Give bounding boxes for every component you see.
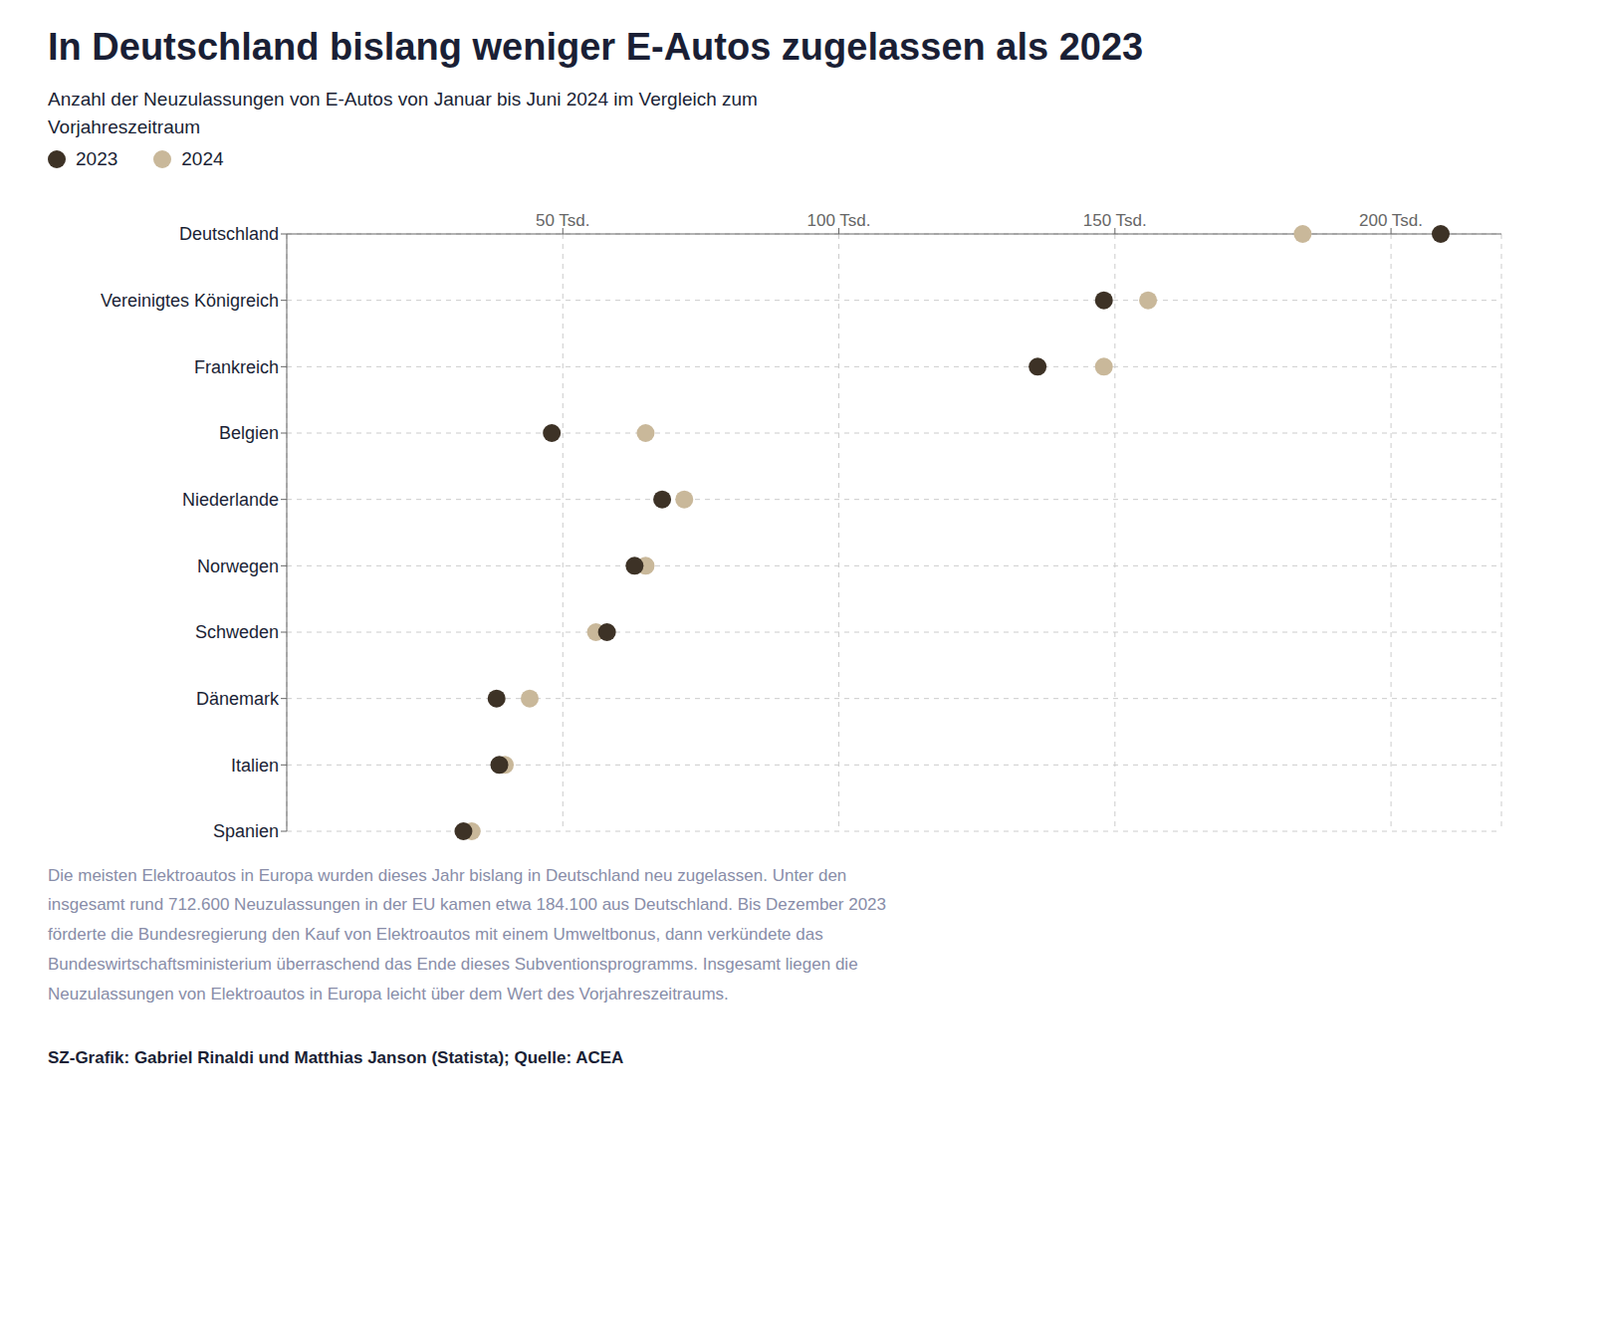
html-text:Die meisten Elektroautos in Eu: Die meisten Elektroautos in Europa wurde… — [47, 865, 887, 1004]
svg-text:100 Tsd.: 100 Tsd. — [807, 211, 872, 230]
html-text:2024: 2024 — [181, 147, 224, 169]
html-text:SZ-Grafik: Gabriel Rinaldi und: SZ-Grafik: Gabriel Rinaldi und Matthias … — [47, 1048, 624, 1068]
svg-text:150 Tsd.: 150 Tsd. — [1083, 211, 1147, 230]
svg-text:50 Tsd.: 50 Tsd. — [535, 211, 591, 230]
html-text:Anzahl der Neuzulassungen von: Anzahl der Neuzulassungen von E-Autos vo… — [47, 88, 758, 138]
svg-text:200 Tsd.: 200 Tsd. — [1359, 211, 1423, 230]
svg-text:Schweden: Schweden — [195, 622, 279, 643]
svg-text:Belgien: Belgien — [219, 423, 279, 444]
svg-text:Dänemark: Dänemark — [196, 688, 280, 709]
html-text:2023: 2023 — [75, 147, 118, 169]
html-text:In Deutschland bislang weniger: In Deutschland bislang weniger E-Autos z… — [47, 25, 1144, 68]
svg-text:Frankreich: Frankreich — [194, 356, 279, 377]
svg-text:Deutschland: Deutschland — [179, 224, 279, 244]
svg-text:Vereinigtes Königreich: Vereinigtes Königreich — [100, 290, 279, 311]
svg-text:Spanien: Spanien — [213, 821, 279, 842]
svg-text:Norwegen: Norwegen — [197, 555, 279, 576]
svg-text:Niederlande: Niederlande — [182, 489, 279, 510]
svg-text:Italien: Italien — [230, 754, 279, 775]
